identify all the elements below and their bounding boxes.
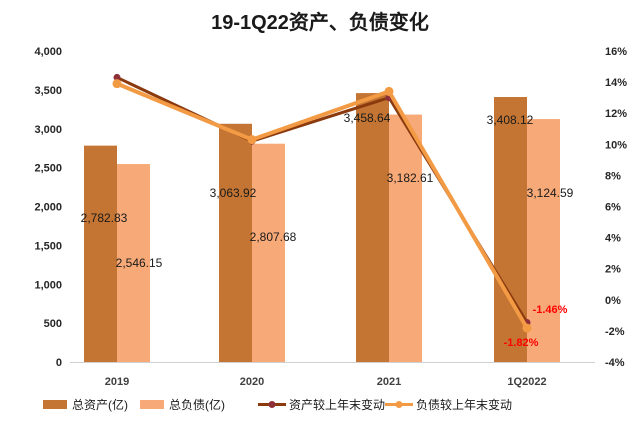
bar-total-liabilities [252, 143, 285, 362]
legend-marker [268, 401, 276, 408]
y-axis-tick-label: 2,500 [34, 163, 62, 175]
y-axis-tick-label: 1,500 [34, 240, 62, 252]
bar-total-liabilities [117, 164, 150, 362]
y2-axis-tick-label: 12% [605, 108, 627, 120]
y2-axis-tick-label: -2% [605, 326, 625, 338]
y-axis-tick-label: 2,000 [34, 202, 62, 214]
y2-axis-tick-label: 10% [605, 139, 627, 151]
legend-marker [395, 401, 403, 408]
y2-axis-tick-label: 4% [605, 233, 621, 245]
y2-axis-tick-label: 14% [605, 77, 627, 89]
y-axis-tick-label: 0 [56, 357, 62, 369]
y-axis-tick-label: 3,500 [34, 85, 62, 97]
bar-total-liabilities [527, 119, 560, 362]
bar-total-assets [356, 93, 389, 363]
legend-label: 总资产(亿) [72, 397, 128, 412]
liability-change-line [116, 81, 529, 330]
x-axis-category-label: 2021 [377, 376, 401, 388]
y2-axis-tick-label: 2% [605, 264, 621, 276]
legend-label: 资产较上年末变动 [289, 397, 385, 412]
liability-change-line-marker [384, 86, 394, 96]
y2-axis-tick-label: 6% [605, 202, 621, 214]
bar-total-assets [219, 123, 252, 363]
bar-value-label-assets: 3,458.64 [344, 111, 391, 125]
liability-change-line-marker [247, 135, 257, 145]
liability-change-annotation: -1.82% [504, 337, 539, 349]
y2-axis-tick-label: 0% [605, 295, 621, 307]
legend-label: 负债较上年末变动 [416, 397, 512, 412]
x-axis-category-label: 2020 [240, 376, 264, 388]
bar-value-label-liabilities: 2,807.68 [250, 230, 297, 244]
bar-value-label-liabilities: 3,182.61 [387, 171, 434, 185]
bar-total-assets [84, 145, 117, 362]
y-axis-tick-label: 500 [44, 318, 62, 330]
asset-change-annotation: -1.46% [533, 304, 568, 316]
y-axis-tick-label: 3,000 [34, 124, 62, 136]
asset-change-line-marker [113, 73, 121, 81]
bar-value-label-liabilities: 3,124.59 [527, 186, 574, 200]
bar-value-label-assets: 2,782.83 [81, 211, 128, 225]
legend-label: 总负债(亿) [169, 397, 225, 412]
liability-change-line-marker [522, 323, 532, 333]
bar-value-label-assets: 3,408.12 [487, 113, 534, 127]
legend-swatch [43, 400, 67, 409]
y2-axis-tick-label: 16% [605, 46, 627, 58]
chart-title: 19-1Q22资产、负债变化 [211, 12, 429, 34]
y2-axis-tick-label: 8% [605, 170, 621, 182]
x-axis-category-label: 1Q2022 [507, 376, 546, 388]
bar-value-label-liabilities: 2,546.15 [116, 256, 163, 270]
liability-change-line-marker [112, 79, 122, 89]
bar-total-liabilities [389, 114, 422, 363]
y2-axis-tick-label: -4% [605, 357, 625, 369]
bar-value-label-assets: 3,063.92 [210, 186, 257, 200]
y-axis-tick-label: 1,000 [34, 279, 62, 291]
legend-swatch [140, 400, 164, 409]
x-axis-category-label: 2019 [105, 376, 129, 388]
y-axis-tick-label: 4,000 [34, 46, 62, 58]
